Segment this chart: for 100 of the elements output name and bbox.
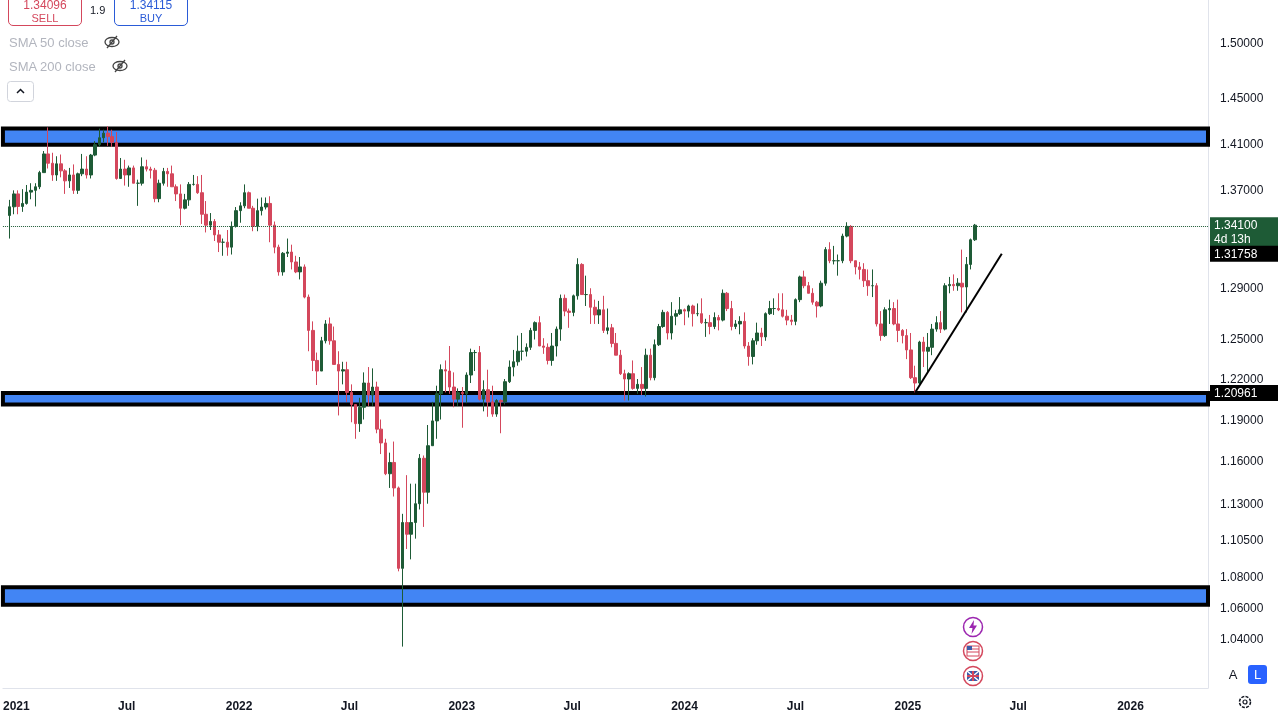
candlestick [918, 340, 921, 385]
y-tick-label: 1.22000 [1220, 372, 1264, 387]
candlestick [580, 262, 584, 296]
x-tick-label: Jul [786, 699, 805, 713]
y-tick-label: 1.06000 [1220, 600, 1264, 615]
candlestick [666, 310, 669, 340]
candlestick [226, 229, 229, 257]
candlestick [717, 314, 720, 331]
candlestick [298, 256, 302, 280]
annotation: BUY [138, 12, 164, 24]
annotation: 1.34115 [128, 0, 174, 12]
text: L [1248, 665, 1267, 684]
candlestick [405, 474, 409, 550]
candlestick [602, 295, 605, 334]
candlestick [952, 273, 955, 292]
candlestick [132, 165, 135, 184]
candlestick [127, 165, 131, 188]
candlestick [606, 308, 609, 335]
candlestick [102, 129, 105, 143]
x-tick-label: 2025 [894, 699, 922, 713]
candlestick [409, 483, 413, 560]
x-tick-label: Jul [340, 699, 359, 713]
candlestick [922, 336, 925, 368]
candlestick [21, 188, 24, 213]
candlestick [341, 361, 345, 385]
candlestick [939, 310, 942, 334]
x-tick-label: 2021 [3, 699, 31, 713]
text: 1.31758 [1214, 246, 1258, 261]
candlestick [482, 379, 485, 412]
candlestick [495, 398, 498, 418]
candlestick [55, 155, 58, 182]
candlestick [708, 314, 712, 335]
candlestick [649, 348, 652, 381]
candlestick [636, 378, 639, 395]
annotation: SELL [30, 12, 60, 24]
candlestick [456, 387, 460, 407]
annotation: 1.9 [90, 4, 106, 16]
y-tick-label: 1.25000 [1220, 332, 1264, 347]
candlestick [401, 513, 404, 648]
x-tick-label: 2023 [448, 699, 476, 713]
y-tick-label: 1.10500 [1220, 533, 1264, 548]
candlestick [691, 304, 695, 328]
candlestick [72, 163, 75, 195]
candlestick [499, 398, 503, 434]
annotation: SMA 200 close [9, 59, 96, 74]
y-tick-label: 1.19000 [1220, 412, 1264, 427]
candlestick [627, 371, 631, 401]
candlestick [704, 318, 708, 338]
y-tick-label: 1.29000 [1220, 281, 1264, 296]
candlestick [119, 157, 122, 179]
candlestick [738, 315, 742, 335]
y-tick-label: 1.37000 [1220, 183, 1264, 198]
candlestick [640, 366, 644, 396]
candlestick [388, 452, 392, 489]
candlestick [546, 342, 550, 365]
annotation: 1.34096 [22, 0, 68, 12]
x-tick-label: 2022 [225, 699, 253, 713]
y-tick-label: 1.04000 [1220, 631, 1264, 646]
candlestick [871, 268, 874, 298]
candlestick [760, 327, 763, 347]
y-tick-label: 1.13000 [1220, 496, 1264, 511]
candlestick [631, 359, 635, 391]
candlestick [367, 366, 370, 407]
candlestick [106, 125, 110, 147]
candlestick [461, 386, 464, 429]
y-tick-label: 1.08000 [1220, 570, 1264, 585]
candlestick [721, 289, 725, 322]
candlestick [644, 348, 648, 397]
candlestick [896, 299, 900, 343]
y-tick-label: 1.50000 [1220, 35, 1264, 50]
ref-line-label: 1.34100 4d 13h [1214, 218, 1258, 247]
y-tick-label: 1.41000 [1220, 136, 1264, 151]
candlestick [960, 249, 964, 313]
candlestick [221, 238, 225, 257]
x-tick-label: Jul [118, 699, 136, 713]
candlestick [187, 181, 191, 207]
candlestick [153, 167, 157, 203]
candlestick [772, 297, 776, 316]
candlestick [597, 300, 601, 325]
candlestick [16, 189, 20, 215]
x-tick-label: 2024 [671, 699, 699, 713]
candlestick [478, 345, 481, 401]
candlestick [828, 241, 831, 264]
candlestick [687, 304, 690, 319]
x-tick-label: Jul [1009, 699, 1027, 713]
candlestick [700, 297, 703, 325]
candlestick [68, 167, 71, 189]
x-tick-label: 2026 [1117, 699, 1145, 713]
candlestick [422, 454, 426, 528]
x-tick-label: Jul [563, 699, 581, 713]
y-tick-label: 1.45000 [1220, 90, 1264, 105]
annotation: SMA 50 close [9, 35, 89, 50]
candlestick [713, 311, 716, 330]
candlestick [85, 155, 88, 179]
candlestick [486, 369, 490, 418]
candlestick [956, 277, 960, 292]
candlestick [371, 367, 374, 407]
text: A [1227, 666, 1239, 684]
candlestick [683, 308, 686, 326]
y-tick-label: 1.16000 [1220, 454, 1264, 469]
